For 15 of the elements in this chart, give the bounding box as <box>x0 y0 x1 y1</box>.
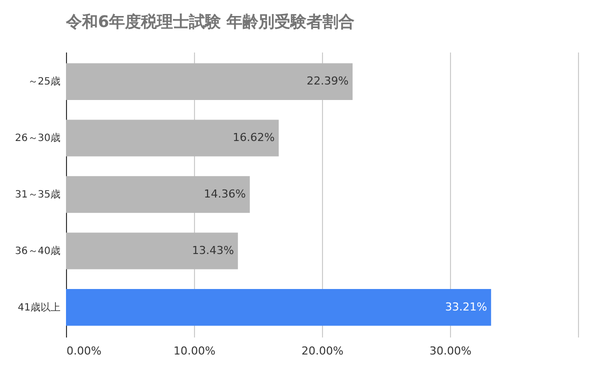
data-label: 13.43% <box>192 244 234 257</box>
x-tick-label: 10.00% <box>174 344 216 358</box>
y-tick-label: 36～40歳 <box>15 244 60 257</box>
data-label: 33.21% <box>445 300 488 314</box>
x-tick-label: 0.00% <box>66 344 102 358</box>
data-label: 14.36% <box>204 188 246 200</box>
y-tick-label: 31～35歳 <box>15 188 60 200</box>
y-tick-label: 26～30歳 <box>15 132 60 144</box>
y-tick-label: ～25歳 <box>28 76 60 88</box>
data-label: 22.39% <box>306 74 349 88</box>
chart-title: 令和6年度税理士試験 年齢別受験者割合 <box>65 12 355 31</box>
x-tick-label: 30.00% <box>430 344 472 358</box>
y-tick-label: 41歳以上 <box>18 301 60 314</box>
data-label: 16.62% <box>232 131 275 144</box>
x-tick-label: 20.00% <box>302 344 344 358</box>
